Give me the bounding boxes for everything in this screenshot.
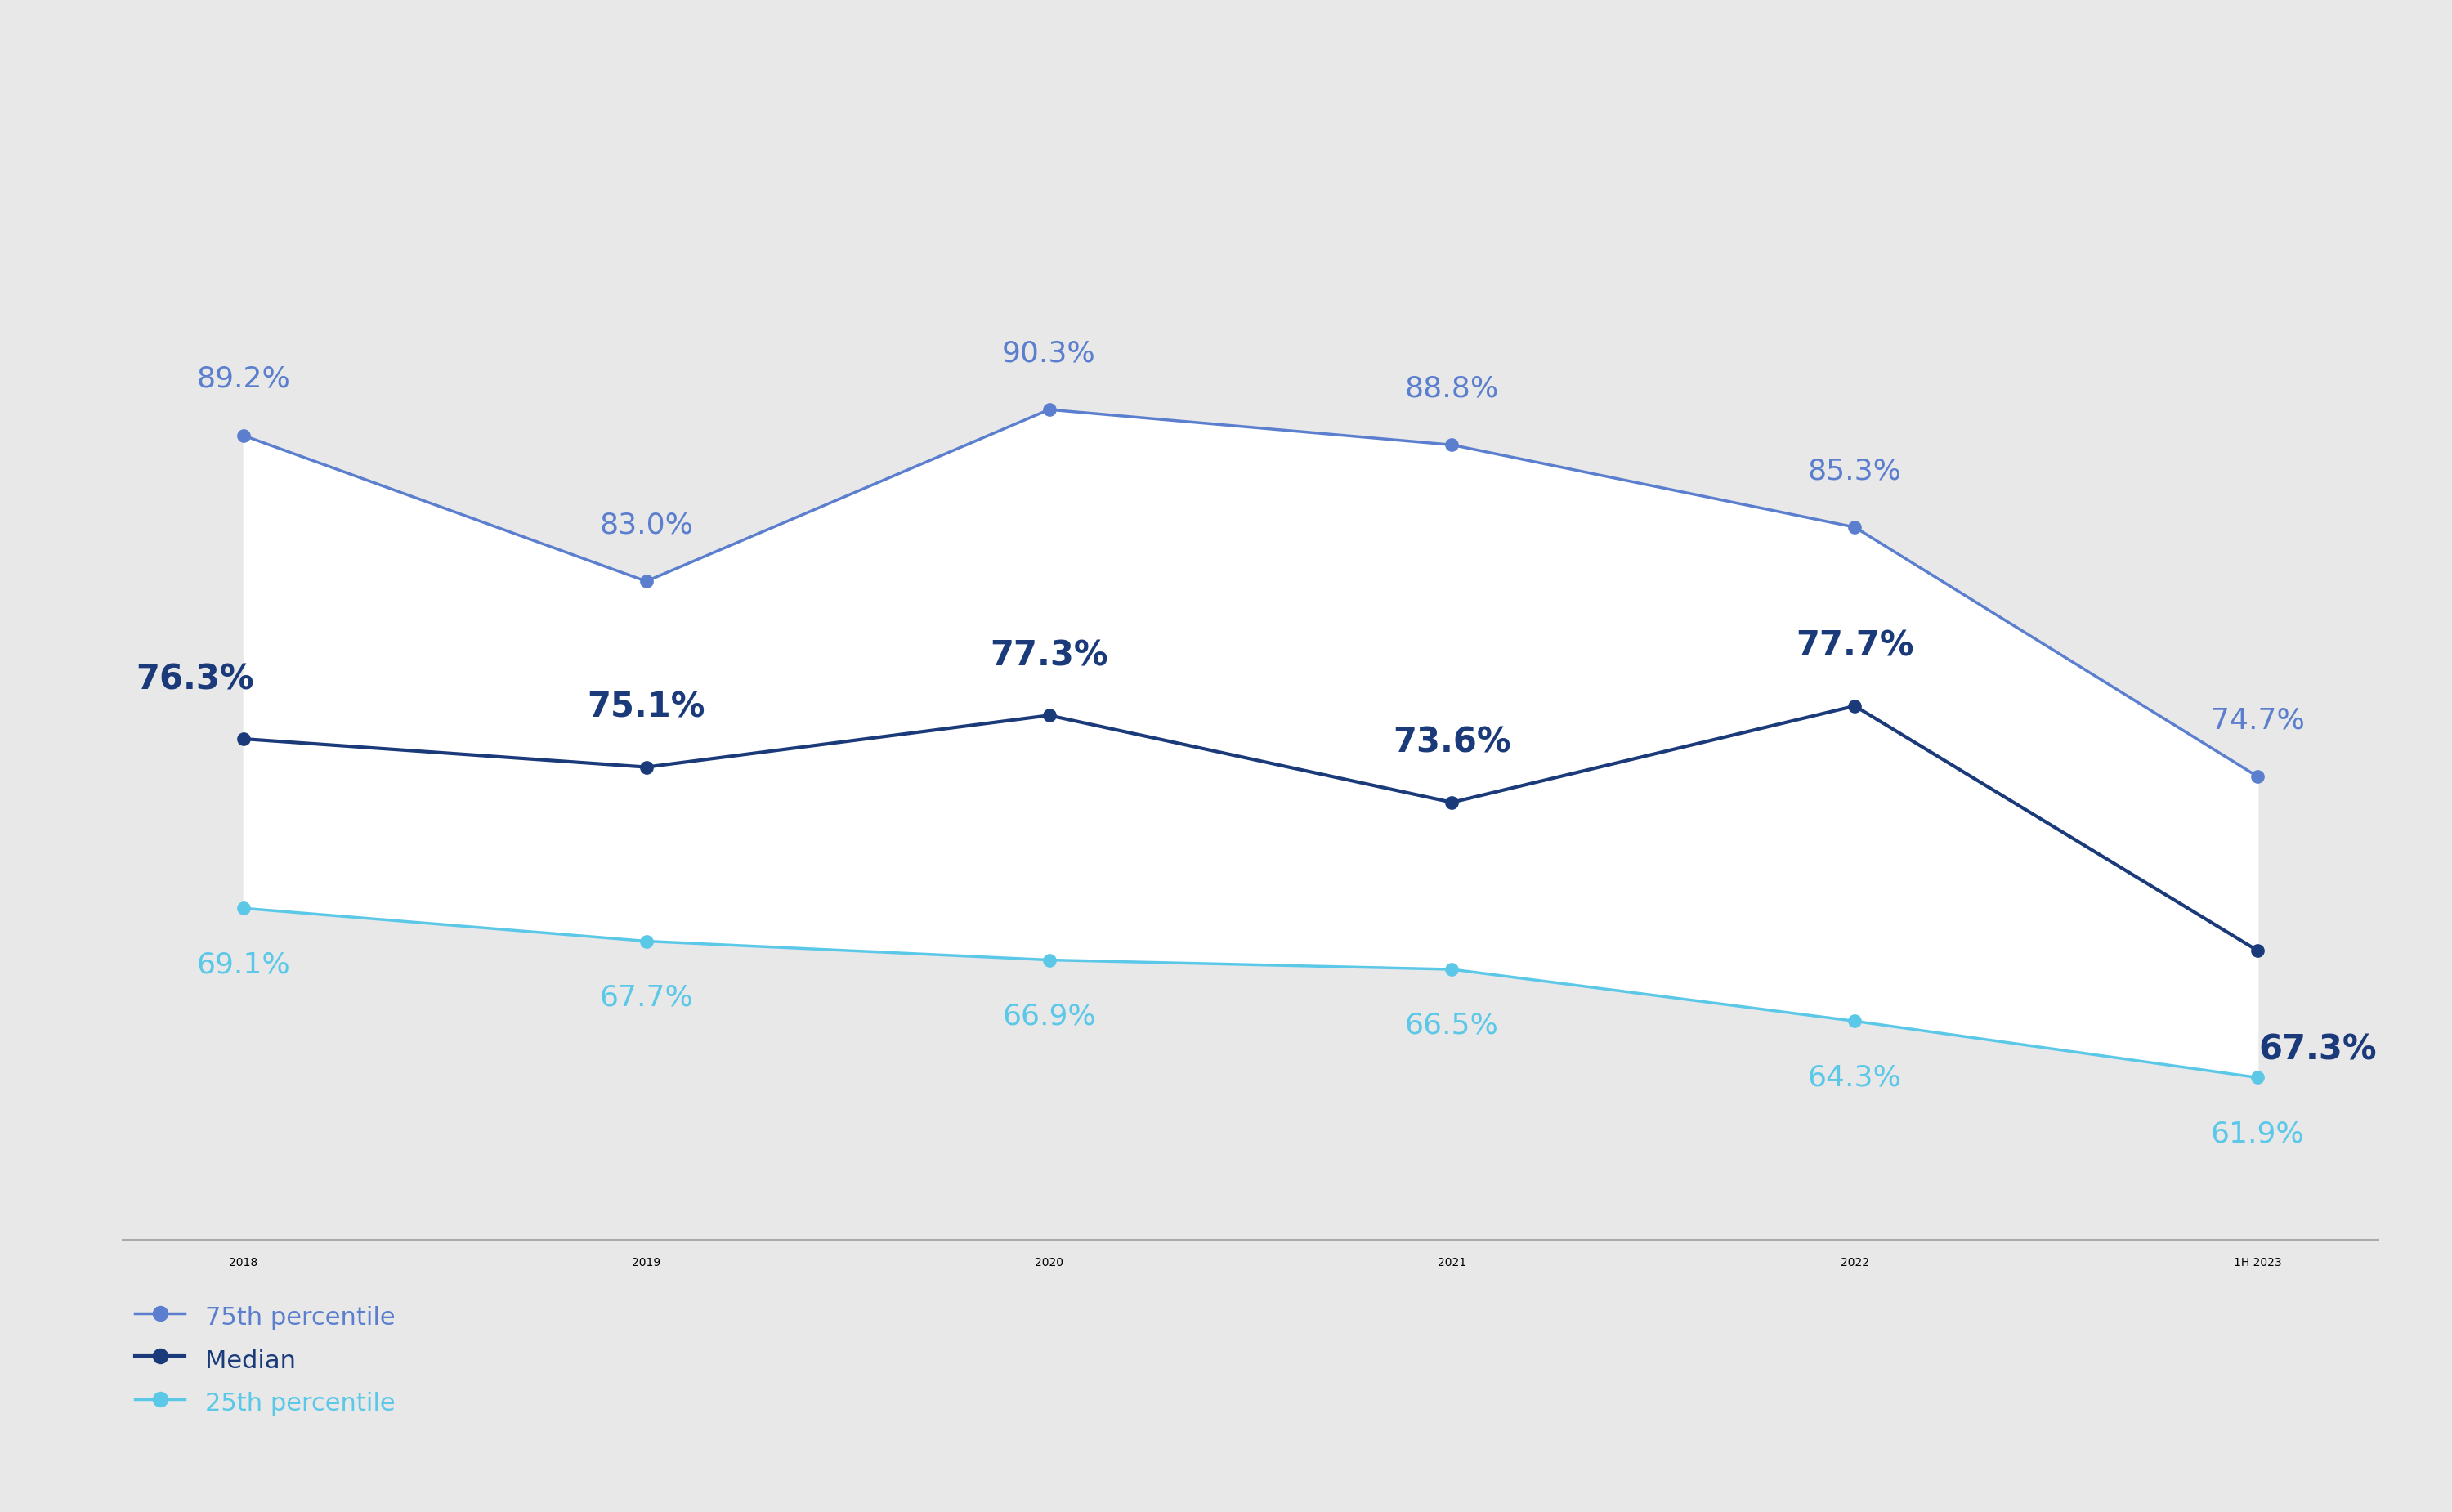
Text: 76.3%: 76.3% (135, 662, 255, 697)
Text: 64.3%: 64.3% (1807, 1063, 1903, 1092)
Text: 83.0%: 83.0% (598, 511, 694, 538)
Legend: 75th percentile, Median, 25th percentile: 75th percentile, Median, 25th percentile (135, 1302, 395, 1418)
Text: 66.9%: 66.9% (1003, 1002, 1096, 1030)
Text: 77.3%: 77.3% (991, 638, 1108, 673)
Text: 89.2%: 89.2% (196, 366, 289, 393)
Text: 85.3%: 85.3% (1807, 457, 1903, 485)
Text: 69.1%: 69.1% (196, 951, 289, 978)
Text: 77.7%: 77.7% (1795, 629, 1915, 664)
Text: 66.5%: 66.5% (1405, 1012, 1498, 1039)
Text: 88.8%: 88.8% (1405, 375, 1498, 402)
Text: 74.7%: 74.7% (2212, 706, 2305, 735)
Text: 73.6%: 73.6% (1393, 726, 1510, 761)
Text: 61.9%: 61.9% (2212, 1120, 2305, 1148)
Text: 90.3%: 90.3% (1003, 340, 1096, 367)
Text: 67.7%: 67.7% (598, 983, 694, 1012)
Text: 75.1%: 75.1% (586, 691, 706, 724)
Text: 67.3%: 67.3% (2258, 1033, 2376, 1067)
